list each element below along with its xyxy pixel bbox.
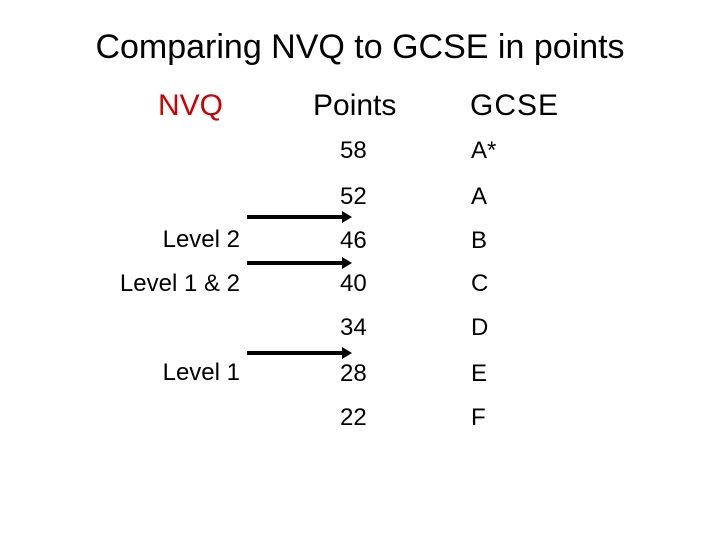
nvq-level-label: Level 1 & 2 bbox=[119, 270, 240, 297]
arrow-right-icon bbox=[247, 347, 352, 359]
nvq-level-label: Level 2 bbox=[162, 226, 240, 253]
grade-cell: B bbox=[471, 227, 488, 254]
points-cell: 28 bbox=[340, 360, 367, 387]
grade-cell: A bbox=[471, 183, 488, 210]
grade-cell: D bbox=[471, 314, 489, 341]
points-cell: 46 bbox=[340, 227, 367, 254]
header-nvq: NVQ bbox=[158, 89, 224, 122]
arrow-right-icon bbox=[247, 257, 352, 269]
header-gcse: GCSE bbox=[470, 89, 560, 122]
points-cell: 22 bbox=[340, 404, 367, 431]
slide-title: Comparing NVQ to GCSE in points bbox=[95, 28, 625, 66]
arrow-right-icon bbox=[247, 211, 352, 223]
grade-cell: A* bbox=[471, 137, 497, 164]
points-cell: 40 bbox=[340, 270, 367, 297]
points-cell: 52 bbox=[340, 183, 367, 210]
grade-cell: E bbox=[471, 360, 488, 387]
nvq-level-label: Level 1 bbox=[162, 359, 240, 386]
grade-cell: C bbox=[471, 270, 489, 297]
header-points: Points bbox=[313, 89, 397, 122]
points-cell: 34 bbox=[340, 314, 367, 341]
points-cell: 58 bbox=[340, 137, 367, 164]
grade-cell: F bbox=[471, 404, 486, 431]
